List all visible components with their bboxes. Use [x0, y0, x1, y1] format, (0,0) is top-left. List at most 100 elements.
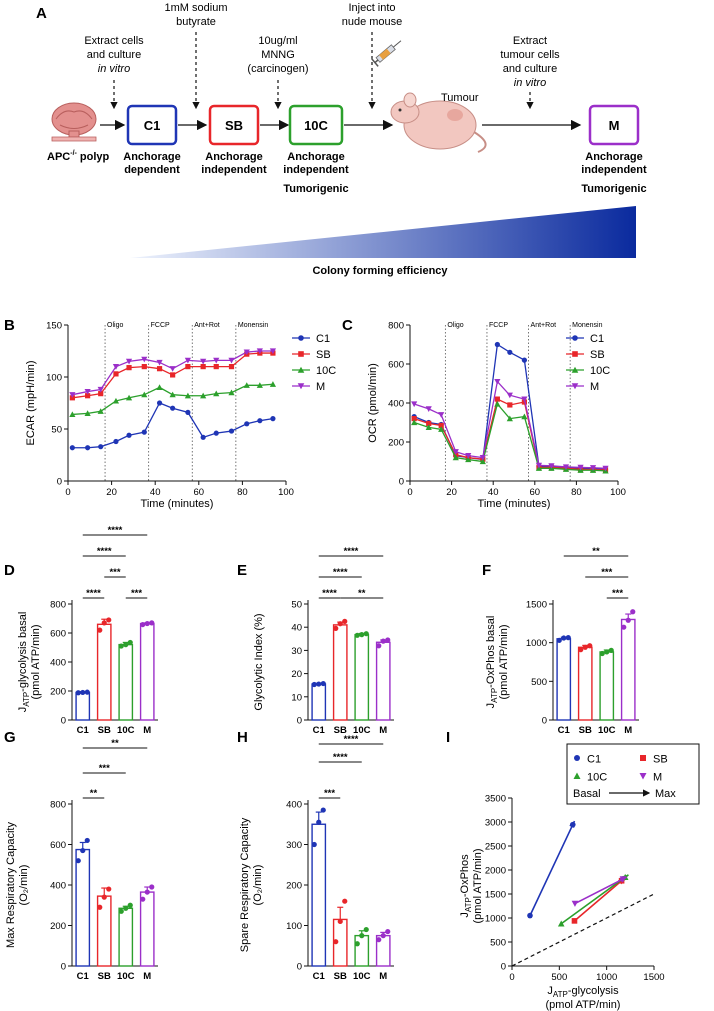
data-point-10C: [359, 933, 365, 939]
panel-a: A Extract cells and culture in vitro 1mM…: [36, 2, 647, 277]
x-tick-label: 0: [407, 487, 412, 498]
data-point-SB: [213, 364, 219, 370]
data-point-SB: [98, 391, 104, 397]
y-tick-label: 800: [50, 800, 66, 811]
data-point-SB: [97, 627, 103, 633]
data-point-M: [125, 358, 133, 365]
x-tick-label: M: [379, 971, 387, 982]
x-tick-label: C1: [77, 971, 90, 982]
significance-stars: ****: [333, 567, 348, 578]
panel-letter-g: G: [4, 729, 16, 746]
y-tick-label: 200: [388, 438, 404, 449]
data-point-10C: [608, 647, 614, 654]
y-tick-label: 1500: [485, 890, 506, 901]
step3-line2: MNNG: [261, 49, 295, 61]
step5-line1: Extract: [513, 35, 547, 47]
injection-label: Ant+Rot: [531, 322, 557, 329]
injection-label: Ant+Rot: [194, 322, 220, 329]
data-point-M: [144, 620, 150, 627]
data-point-M: [376, 937, 382, 943]
y-axis-label-2: (pmol ATP/min): [498, 625, 510, 700]
y-tick-label: 0: [501, 962, 506, 973]
data-point-M: [228, 357, 235, 364]
data-point-SB: [582, 644, 588, 650]
legend-max: Max: [655, 788, 676, 800]
y-tick-label: 100: [286, 921, 302, 932]
legend-marker-10C: [571, 366, 579, 373]
bar-SB: [332, 624, 348, 721]
data-point-M: [521, 396, 528, 403]
x-axis-label-2: (pmol ATP/min): [546, 999, 621, 1011]
data-point-C1: [494, 341, 500, 348]
data-point-C1: [556, 637, 562, 643]
data-point-10C: [184, 392, 191, 399]
data-point-M: [112, 364, 120, 370]
data-point-10C: [438, 426, 445, 432]
step1-line2: and culture: [87, 49, 141, 61]
x-tick-label: 80: [571, 487, 582, 498]
data-point-SB: [411, 416, 417, 422]
data-point-C1: [170, 405, 176, 411]
y-tick-label: 40: [291, 623, 302, 634]
data-point-10C: [506, 415, 513, 422]
x-tick-label: M: [379, 725, 387, 736]
data-point-10C: [599, 650, 605, 657]
box-c1: C1: [126, 104, 178, 146]
data-point-M: [256, 348, 263, 355]
x-tick-label: 500: [551, 972, 567, 983]
legend-label: 10C: [587, 772, 607, 784]
data-point-C1: [69, 445, 75, 451]
y-tick-label: 400: [50, 881, 66, 892]
y-tick-label: 0: [57, 477, 62, 488]
data-point-10C: [425, 424, 432, 430]
bar-C1: [75, 848, 91, 967]
data-point-M: [380, 638, 386, 644]
bar-C1: [556, 638, 572, 721]
injection-label: Monensin: [572, 322, 602, 329]
c1-desc-2: dependent: [124, 164, 180, 176]
data-point-M: [589, 465, 597, 471]
y-tick-label: 3000: [485, 818, 506, 829]
injection-label: FCCP: [151, 322, 170, 329]
legend-marker-M: [297, 383, 305, 390]
y-tick-label: 200: [50, 687, 66, 698]
x-tick-label: 20: [106, 487, 117, 498]
data-point-10C: [452, 454, 459, 461]
data-point-10C: [118, 643, 124, 649]
data-point-M: [438, 412, 445, 418]
box-c1-label: C1: [144, 118, 161, 133]
data-point-M: [184, 357, 191, 364]
x-tick-label: 40: [150, 487, 161, 498]
y-tick-label: 20: [291, 669, 302, 680]
box-sb: SB: [208, 104, 260, 146]
data-point-SB: [101, 894, 107, 900]
bar-C1: [75, 691, 91, 721]
box-m: M: [588, 104, 640, 146]
x-axis-label: Time (minutes): [478, 498, 551, 510]
legend-label: M: [590, 381, 599, 393]
data-point-C1: [316, 681, 322, 687]
data-point-SB: [185, 364, 191, 370]
y-axis-label: ECAR (mpH/min): [25, 361, 37, 446]
legend-marker-C1: [298, 335, 304, 341]
arrow-line-10C: [560, 874, 629, 925]
y-axis-label: OCR (pmol/min): [367, 363, 379, 442]
step5-italic: in vitro: [514, 77, 546, 89]
data-point-M: [140, 896, 146, 902]
x-tick-label: 1000: [596, 972, 617, 983]
y-tick-label: 500: [490, 938, 506, 949]
data-point-C1: [521, 357, 528, 363]
basal-point-SB: [571, 918, 578, 924]
panel-letter-h: H: [237, 729, 248, 746]
significance-stars: ***: [324, 788, 335, 799]
x-tick-label: 100: [610, 487, 626, 498]
significance-stars: ****: [86, 588, 101, 599]
data-point-C1: [311, 681, 317, 688]
data-point-M: [506, 392, 513, 399]
panel-letter-e: E: [237, 562, 247, 579]
step2-line1: 1mM sodium: [165, 2, 228, 14]
x-tick-label: M: [624, 725, 632, 736]
data-point-C1: [316, 819, 322, 825]
data-point-M: [140, 621, 146, 628]
legend-marker-10C: [573, 772, 581, 779]
